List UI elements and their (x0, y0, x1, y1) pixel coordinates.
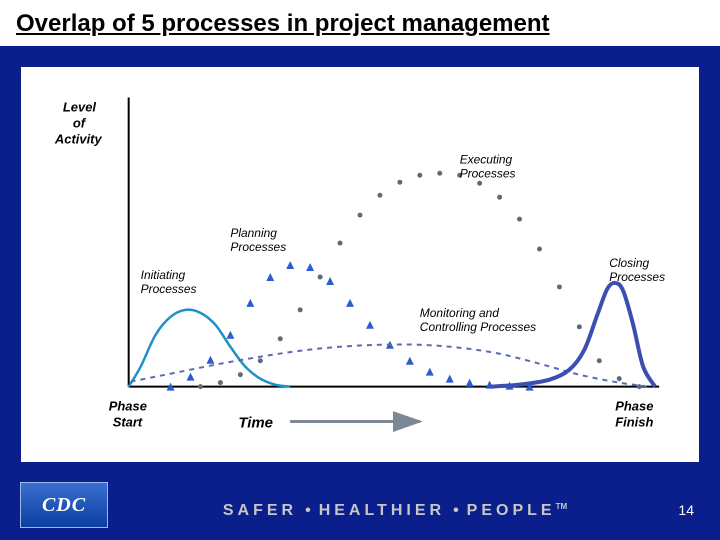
title-bar: Overlap of 5 processes in project manage… (0, 0, 720, 48)
svg-text:Planning: Planning (230, 226, 277, 240)
tagline-part3: PEOPLE (467, 502, 556, 519)
svg-text:Level: Level (63, 99, 97, 114)
page-number: 14 (678, 502, 694, 518)
svg-text:Time: Time (238, 415, 273, 432)
tagline: SAFER•HEALTHIER•PEOPLETM (150, 502, 640, 520)
footer: CDC SAFER•HEALTHIER•PEOPLETM 14 (0, 474, 720, 540)
tagline-part1: SAFER (223, 502, 297, 519)
svg-text:Initiating: Initiating (141, 268, 186, 282)
cdc-logo-text: CDC (42, 494, 86, 517)
cdc-logo: CDC (20, 482, 108, 528)
tm-mark: TM (556, 502, 568, 511)
svg-text:Monitoring and: Monitoring and (420, 306, 499, 320)
bullet-icon: • (445, 502, 467, 519)
svg-text:Start: Start (113, 415, 143, 430)
svg-text:Controlling Processes: Controlling Processes (420, 320, 536, 334)
svg-text:Processes: Processes (141, 282, 197, 296)
slide-title: Overlap of 5 processes in project manage… (16, 10, 704, 38)
svg-text:Phase: Phase (615, 399, 653, 414)
chart-container: LevelofActivityPhaseStartPhaseFinishTime… (20, 66, 700, 463)
tagline-part2: HEALTHIER (319, 502, 445, 519)
process-overlap-chart: LevelofActivityPhaseStartPhaseFinishTime… (21, 67, 699, 462)
svg-text:Processes: Processes (609, 270, 665, 284)
svg-text:Phase: Phase (109, 399, 147, 414)
svg-text:of: of (73, 115, 87, 130)
svg-text:Finish: Finish (615, 415, 653, 430)
svg-text:Activity: Activity (54, 131, 103, 146)
svg-text:Processes: Processes (460, 166, 516, 180)
svg-text:Executing: Executing (460, 152, 513, 166)
svg-text:Processes: Processes (230, 240, 286, 254)
slide-root: Overlap of 5 processes in project manage… (0, 0, 720, 540)
bullet-icon: • (297, 502, 319, 519)
svg-text:Closing: Closing (609, 256, 649, 270)
